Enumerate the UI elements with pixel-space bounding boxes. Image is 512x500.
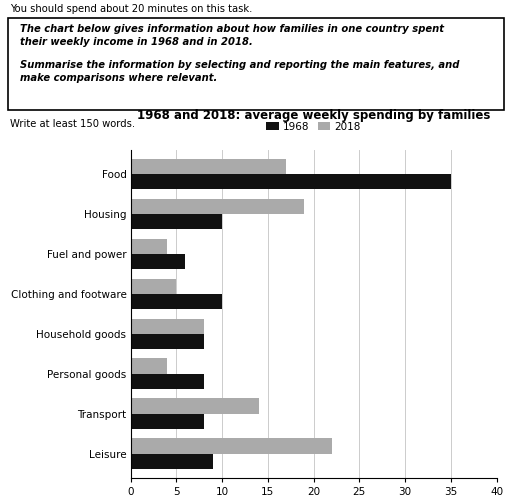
Bar xyxy=(131,334,204,349)
Bar xyxy=(131,238,167,254)
Bar xyxy=(131,159,286,174)
Bar xyxy=(131,358,167,374)
Bar xyxy=(131,398,259,413)
Bar xyxy=(131,294,222,309)
Bar xyxy=(131,214,222,229)
Bar xyxy=(131,254,185,269)
Bar xyxy=(131,414,204,429)
Text: The chart below gives information about how families in one country spent
their : The chart below gives information about … xyxy=(20,24,444,47)
Bar xyxy=(131,318,204,334)
FancyBboxPatch shape xyxy=(8,18,504,110)
Bar xyxy=(131,438,332,454)
Legend: 1968, 2018: 1968, 2018 xyxy=(262,118,365,136)
Bar xyxy=(131,374,204,389)
Bar xyxy=(131,278,176,294)
Bar xyxy=(131,454,213,468)
Text: You should spend about 20 minutes on this task.: You should spend about 20 minutes on thi… xyxy=(10,4,252,14)
Bar xyxy=(131,174,451,189)
Bar xyxy=(131,198,305,214)
Text: Summarise the information by selecting and reporting the main features, and
make: Summarise the information by selecting a… xyxy=(20,60,460,84)
Text: Write at least 150 words.: Write at least 150 words. xyxy=(10,119,135,129)
Title: 1968 and 2018: average weekly spending by families: 1968 and 2018: average weekly spending b… xyxy=(137,110,490,122)
